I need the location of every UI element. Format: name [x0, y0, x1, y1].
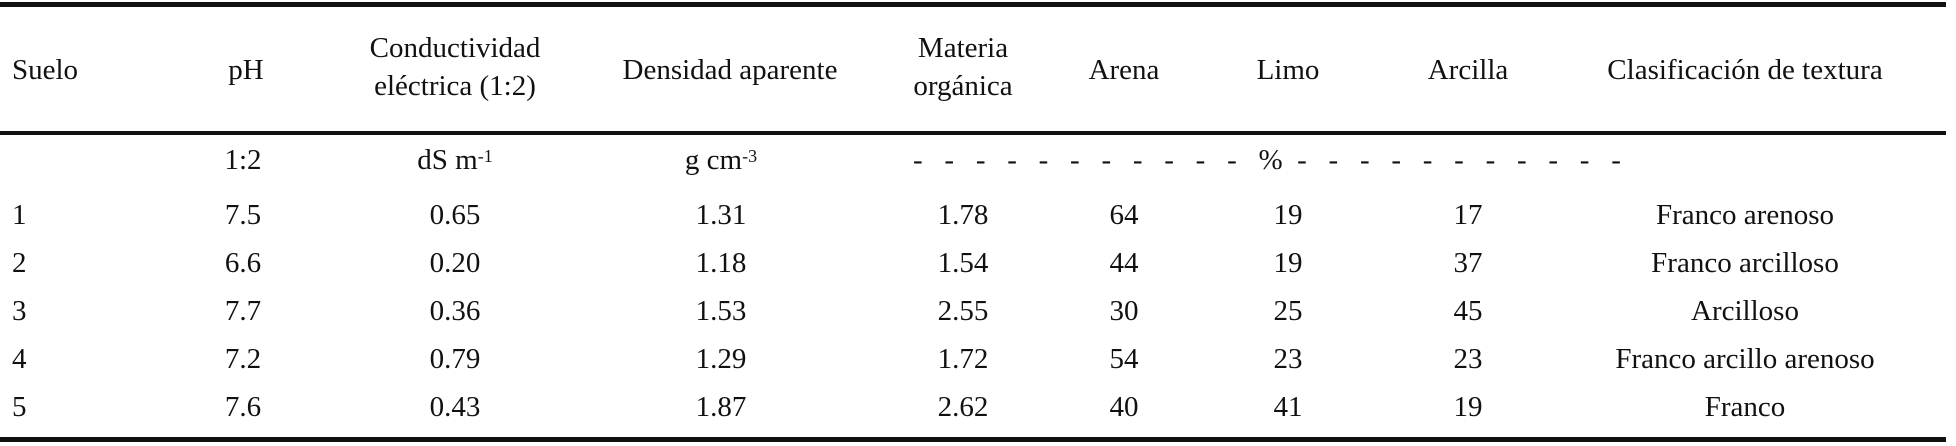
cell-arcilla: 23 [1453, 343, 1483, 375]
cell-ph: 7.7 [224, 295, 262, 327]
cell-clasificacion: Franco arenoso [1656, 199, 1834, 231]
cell-limo: 41 [1273, 391, 1303, 423]
cell-densidad: 1.31 [695, 199, 747, 231]
cell-clasificacion: Arcilloso [1691, 295, 1799, 327]
cell-arcilla: 45 [1453, 295, 1483, 327]
cell-densidad: 1.29 [695, 343, 747, 375]
cell-suelo: 2 [12, 247, 27, 279]
cell-ph: 7.5 [224, 199, 262, 231]
cell-arcilla: 17 [1453, 199, 1483, 231]
header-conductividad-line2: eléctrica (1:2) [374, 70, 536, 102]
cell-materia-organica: 1.78 [937, 199, 989, 231]
cell-arena: 44 [1109, 247, 1139, 279]
cell-ph: 7.2 [224, 343, 262, 375]
header-arcilla: Arcilla [1427, 54, 1509, 86]
header-clasificacion: Clasificación de textura [1607, 54, 1883, 86]
header-materia-organica: Materia orgánica [913, 29, 1012, 105]
header-materia-line2: orgánica [913, 70, 1013, 102]
cell-arena: 64 [1109, 199, 1139, 231]
header-materia-line1: Materia [917, 32, 1009, 64]
cell-densidad: 1.53 [695, 295, 747, 327]
cell-densidad: 1.87 [695, 391, 747, 423]
cell-limo: 25 [1273, 295, 1303, 327]
cell-suelo: 4 [12, 343, 27, 375]
unit-densidad: g cm-3 [684, 144, 758, 176]
cell-limo: 23 [1273, 343, 1303, 375]
cell-conductividad: 0.43 [429, 391, 481, 423]
header-suelo: Suelo [12, 54, 79, 86]
unit-conductividad: dS m-1 [417, 144, 493, 176]
header-rule [0, 131, 1946, 135]
cell-materia-organica: 1.72 [937, 343, 989, 375]
unit-ph: 1:2 [224, 144, 262, 176]
cell-ph: 7.6 [224, 391, 262, 423]
cell-clasificacion: Franco [1704, 391, 1786, 423]
cell-clasificacion: Franco arcillo arenoso [1615, 343, 1875, 375]
cell-clasificacion: Franco arcilloso [1651, 247, 1839, 279]
cell-suelo: 3 [12, 295, 27, 327]
header-densidad: Densidad aparente [622, 54, 838, 86]
header-arena: Arena [1088, 54, 1160, 86]
cell-arena: 54 [1109, 343, 1139, 375]
cell-limo: 19 [1273, 199, 1303, 231]
top-rule [0, 2, 1946, 7]
cell-conductividad: 0.20 [429, 247, 481, 279]
unit-percent-dashes: - - - - - - - - - - - % - - - - - - - - … [913, 144, 1621, 176]
cell-conductividad: 0.36 [429, 295, 481, 327]
header-limo: Limo [1256, 54, 1320, 86]
cell-suelo: 1 [12, 199, 27, 231]
cell-conductividad: 0.79 [429, 343, 481, 375]
header-conductividad: Conductividad eléctrica (1:2) [370, 29, 541, 105]
cell-arcilla: 19 [1453, 391, 1483, 423]
cell-densidad: 1.18 [695, 247, 747, 279]
cell-arena: 30 [1109, 295, 1139, 327]
cell-materia-organica: 2.62 [937, 391, 989, 423]
cell-conductividad: 0.65 [429, 199, 481, 231]
cell-arena: 40 [1109, 391, 1139, 423]
cell-arcilla: 37 [1453, 247, 1483, 279]
cell-materia-organica: 2.55 [937, 295, 989, 327]
cell-suelo: 5 [12, 391, 27, 423]
bottom-rule [0, 437, 1946, 442]
cell-materia-organica: 1.54 [937, 247, 989, 279]
cell-limo: 19 [1273, 247, 1303, 279]
header-ph: pH [228, 54, 264, 86]
cell-ph: 6.6 [224, 247, 262, 279]
header-conductividad-line1: Conductividad [369, 32, 541, 64]
